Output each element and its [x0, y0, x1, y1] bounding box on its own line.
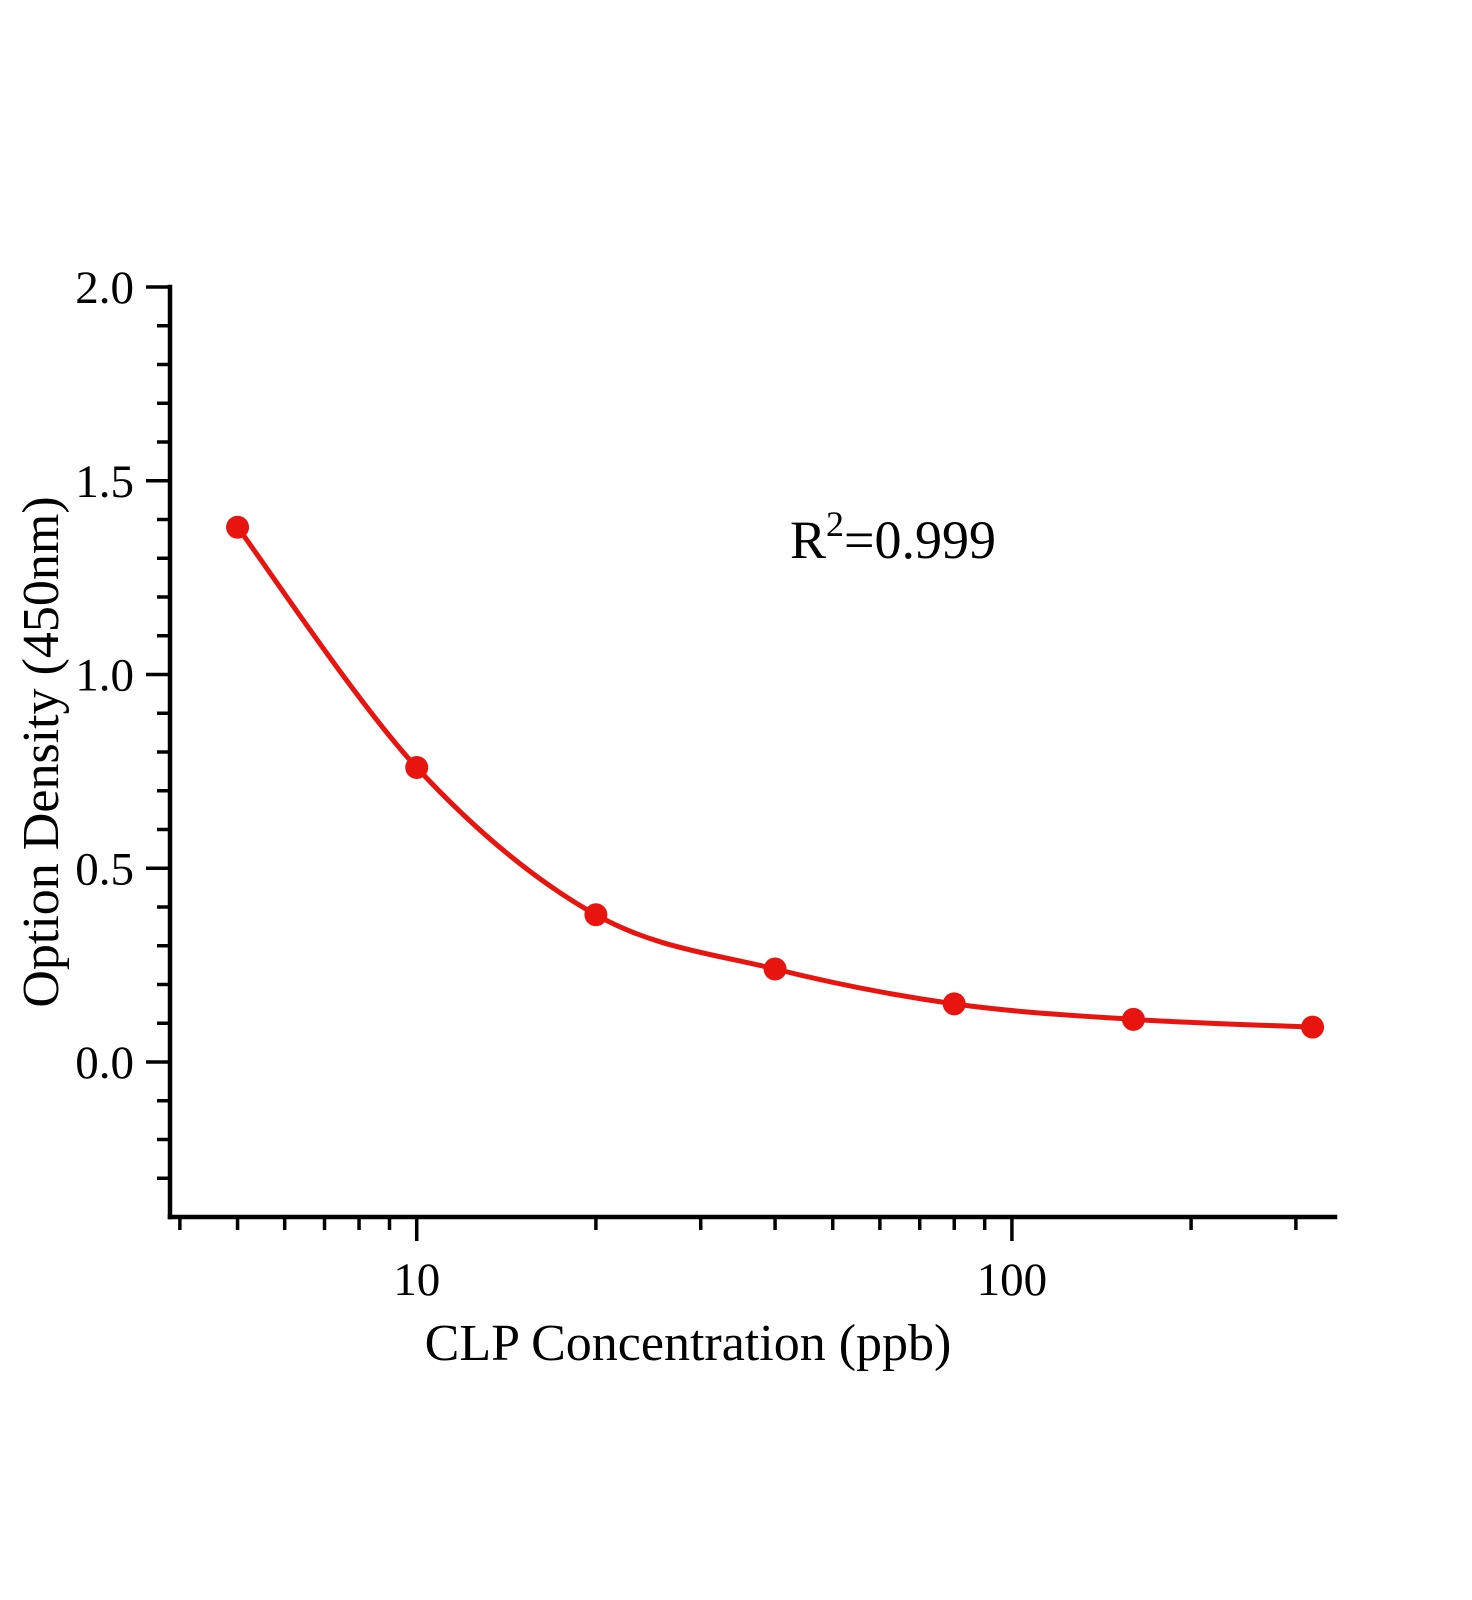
data-point-marker	[1121, 1007, 1145, 1031]
data-point-marker	[584, 903, 608, 927]
data-point-marker	[763, 957, 787, 981]
data-point-marker	[942, 992, 966, 1016]
axis-ticks	[146, 285, 1298, 1241]
y-tick-label: 1.0	[75, 650, 134, 702]
x-tick-labels: 10 100	[393, 1254, 1047, 1306]
data-point-marker	[1301, 1015, 1325, 1039]
data-point-marker	[226, 515, 250, 539]
r-squared-annotation: R2=0.999	[790, 504, 996, 570]
fit-curve	[235, 525, 1313, 1030]
y-tick-labels: 0.0 0.5 1.0 1.5 2.0	[75, 262, 134, 1089]
axes	[167, 284, 1338, 1220]
data-points	[226, 515, 1325, 1039]
x-axis-label: CLP Concentration (ppb)	[425, 1315, 952, 1372]
y-axis-label: Option Density (450nm)	[13, 496, 70, 1007]
x-tick-label: 100	[977, 1254, 1048, 1306]
y-tick-label: 0.5	[75, 843, 134, 895]
x-tick-label: 10	[393, 1254, 440, 1306]
y-tick-label: 0.0	[75, 1037, 134, 1089]
y-tick-label: 2.0	[75, 262, 134, 314]
data-point-marker	[405, 756, 429, 779]
y-tick-label: 1.5	[75, 456, 134, 508]
